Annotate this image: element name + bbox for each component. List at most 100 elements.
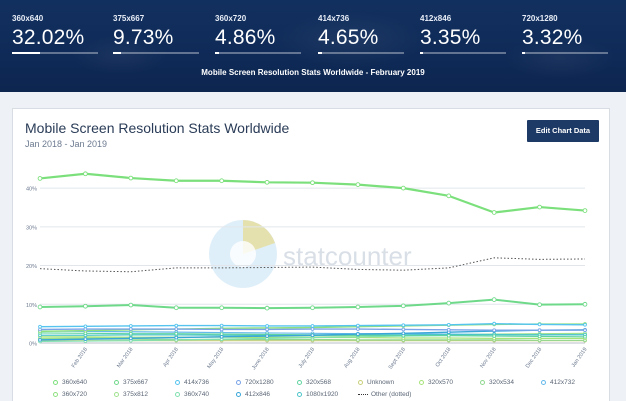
legend-item[interactable]: 320x568 [297,379,331,386]
data-point [310,305,315,311]
data-point [582,301,588,307]
data-point [219,327,224,332]
data-point [38,324,42,329]
stat-bar [420,52,506,54]
x-tick-label: Jan 2019 [571,347,589,369]
legend-item[interactable]: 360x740 [175,391,209,398]
data-point [492,334,497,338]
data-point [83,337,88,341]
data-point [310,327,315,331]
stat-412x846[interactable]: 412x846 3.35% [420,14,506,54]
data-point [356,332,360,336]
x-tick-label: Aug 2018 [343,347,361,370]
data-point [219,178,225,184]
data-point [83,303,88,309]
data-point [537,328,542,333]
edit-chart-data-button[interactable]: Edit Chart Data [527,120,599,142]
data-point [83,171,88,177]
data-point [265,334,269,338]
stat-414x736[interactable]: 414x736 4.65% [318,14,404,54]
stat-bar-fill [318,52,322,54]
legend-item[interactable]: 375x667 [114,379,148,386]
legend-label: Other (dotted) [371,391,412,398]
stat-375x667[interactable]: 375x667 9.73% [113,14,199,54]
data-point [446,193,452,199]
data-point [219,305,225,311]
data-point [583,322,587,327]
stat-resolution: 375x667 [113,14,145,23]
legend-item[interactable]: 320x534 [480,379,514,386]
axes: 40% 30% 20% 10% 0% Feb 2018 Mar 2018 Apr 2018 Ma… [26,187,589,372]
legend-item[interactable]: 360x640 [53,379,87,386]
data-point [173,305,179,311]
data-point [537,302,542,308]
x-tick-label: Dec 2018 [525,347,543,370]
legend-item[interactable]: 375x812 [114,391,148,398]
x-tick-label: Oct 2018 [435,347,453,369]
data-point [310,333,315,338]
series [37,171,588,344]
legend-marker-icon [236,379,241,385]
data-point [128,331,133,336]
chart-title: Mobile Screen Resolution Stats Worldwide [25,120,290,136]
data-point [537,204,542,210]
legend-marker-icon [53,379,58,385]
legend-label: Unknown [367,379,395,386]
stat-percent: 4.86% [215,26,276,49]
data-point [37,304,43,310]
stat-360x640[interactable]: 360x640 32.02% [12,14,98,54]
y-tick-label: 30% [26,225,37,231]
legend-item[interactable]: Other (dotted) [358,391,411,398]
data-point [173,178,179,184]
legend-marker-icon [175,391,180,397]
data-point [174,331,179,336]
legend-label: 320x568 [306,379,331,386]
legend-item[interactable]: 412x732 [541,379,575,386]
stat-bar [522,52,608,54]
legend-marker-icon [53,391,58,397]
stat-resolution: 720x1280 [522,14,558,23]
data-point [219,323,224,328]
y-tick-label: 20% [26,264,37,270]
legend-label: 360x740 [184,391,209,398]
stat-percent: 4.65% [318,26,379,49]
legend-item[interactable]: Unknown [358,379,394,386]
data-point [310,324,315,328]
data-point [265,327,269,332]
legend-item[interactable]: 412x846 [236,391,270,398]
data-point [446,300,452,306]
data-point [128,324,133,328]
legend-item[interactable]: 1080x1920 [297,391,338,398]
legend-item[interactable]: 414x736 [175,379,209,386]
legend-label: 414x736 [184,379,209,386]
stat-bar [318,52,404,54]
stat-percent: 32.02% [12,26,85,49]
stat-bar-fill [522,52,525,54]
legend-marker-icon [175,379,180,385]
stats-banner: 360x640 32.02% 375x667 9.73% 360x720 4.8… [0,0,626,92]
data-point [492,321,497,326]
watermark-logo-center [230,241,256,267]
x-tick-label: Feb 2018 [71,347,89,369]
stat-resolution: 414x736 [318,14,350,23]
legend-marker-icon [236,391,241,397]
data-point [491,210,497,215]
stat-percent: 3.35% [420,26,481,49]
stat-resolution: 412x846 [420,14,452,23]
data-point [174,323,179,328]
data-point [174,327,179,331]
data-point [264,179,270,185]
legend-item[interactable]: 720x1280 [236,379,274,386]
data-point [355,304,361,310]
legend-label: 412x732 [550,379,575,386]
stat-720x1280[interactable]: 720x1280 3.32% [522,14,608,54]
legend-label: 360x640 [62,379,87,386]
data-point [537,322,542,327]
legend-item[interactable]: 360x720 [53,391,87,398]
legend-label: 412x846 [245,391,270,398]
legend-label: 320x570 [428,379,453,386]
legend-item[interactable]: 320x570 [419,379,453,386]
stat-360x720[interactable]: 360x720 4.86% [215,14,301,54]
data-point [400,185,406,191]
stat-resolution: 360x640 [12,14,44,23]
